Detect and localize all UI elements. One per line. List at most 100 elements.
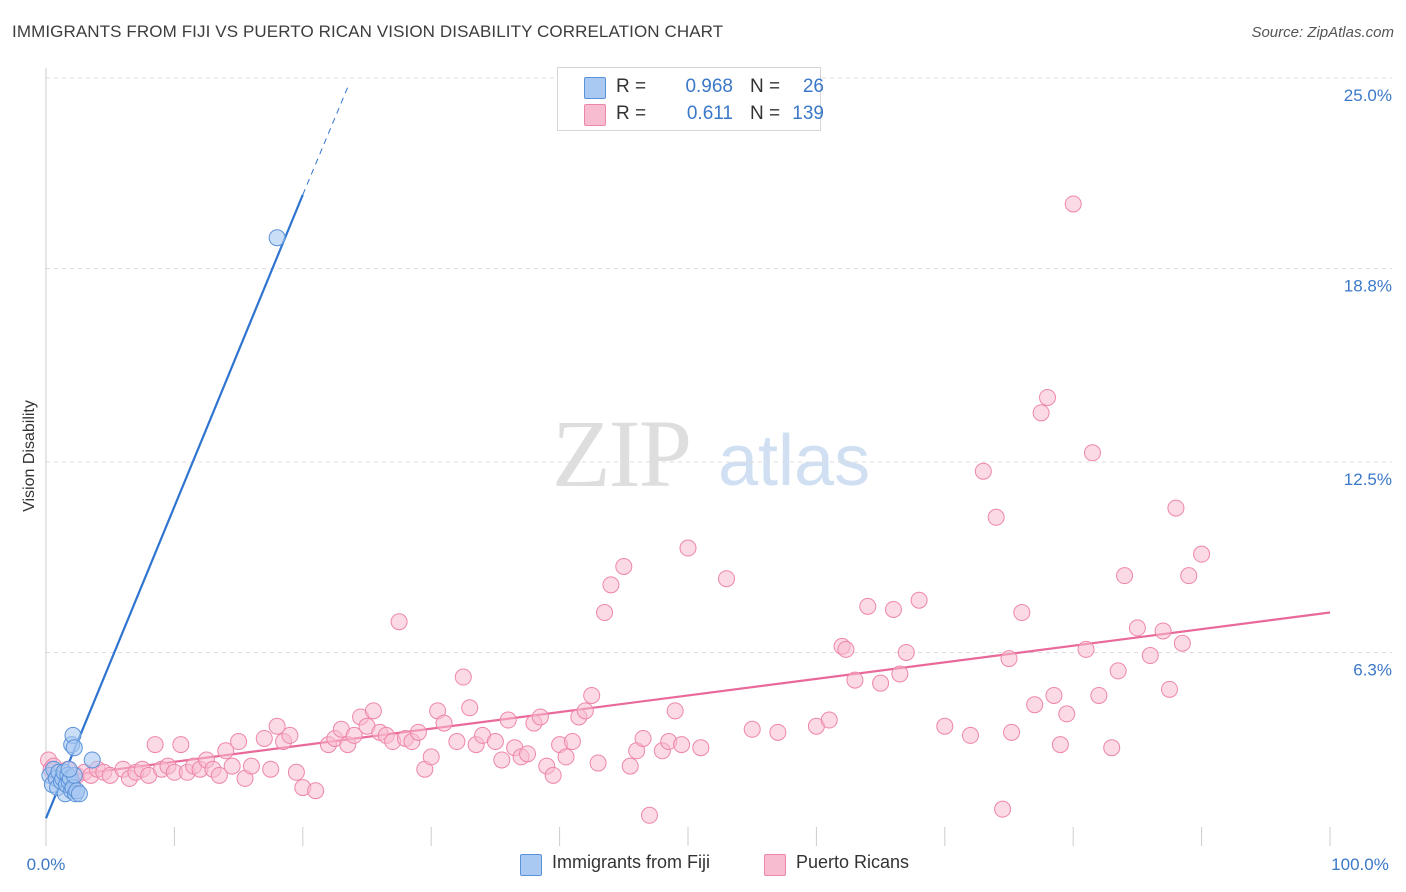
puerto-ricans-point (891, 665, 909, 683)
puerto-ricans-point (692, 739, 710, 757)
puerto-ricans-point (1128, 619, 1146, 637)
puerto-ricans-point (640, 806, 658, 824)
puerto-ricans-point (1058, 705, 1076, 723)
y-axis-title: Vision Disability (21, 400, 38, 512)
puerto-ricans-point (1051, 736, 1069, 754)
puerto-ricans-point (884, 600, 902, 618)
puerto-ricans-point (743, 720, 761, 738)
puerto-ricans-point (1013, 604, 1031, 622)
puerto-ricans-point (454, 668, 472, 686)
puerto-ricans-point (255, 729, 273, 747)
puerto-ricans-point (1064, 195, 1082, 213)
puerto-ricans-point (936, 717, 954, 735)
puerto-ricans-point (1045, 686, 1063, 704)
fiji-legend-swatch (520, 854, 542, 876)
puerto-ricans-point (210, 766, 228, 784)
fiji-point (83, 751, 101, 769)
puerto-ricans-point (1173, 634, 1191, 652)
y-tick-label: 18.8% (1344, 276, 1392, 295)
puerto-ricans-point (146, 736, 164, 754)
puerto-ricans-point (859, 597, 877, 615)
fiji-legend-label: Immigrants from Fiji (552, 852, 711, 872)
watermark-atlas: atlas (718, 421, 871, 501)
puerto-ricans-point (461, 699, 479, 717)
x-tick-label: 100.0% (1331, 855, 1389, 874)
trend-lines (44, 87, 1331, 819)
puerto-ricans-point (673, 736, 691, 754)
puerto-ricans-point (1167, 499, 1185, 517)
puerto-ricans-point (1032, 404, 1050, 422)
puerto-ricans-point (262, 760, 280, 778)
puerto-ricans-point (287, 763, 305, 781)
puerto-ricans-point (307, 782, 325, 800)
puerto-ricans-point (974, 462, 992, 480)
puerto-ricans-point (1116, 567, 1134, 585)
puerto-ricans-point (1103, 739, 1121, 757)
puerto-ricans-point (1193, 545, 1211, 563)
puerto-ricans-point (1141, 647, 1159, 665)
puerto-ricans-points (40, 195, 1211, 824)
puerto-ricans-point (172, 736, 190, 754)
legend-r-label: R = (616, 103, 647, 124)
puerto-ricans-point (493, 751, 511, 769)
puerto-ricans-point (557, 748, 575, 766)
puerto-ricans-point (820, 711, 838, 729)
puerto-ricans-point (1090, 686, 1108, 704)
puerto-ricans-point (544, 766, 562, 784)
watermark-zip: ZIP (552, 400, 692, 507)
y-tick-label: 6.3% (1353, 660, 1392, 679)
puerto-ricans-point (994, 800, 1012, 818)
puerto-ricans-point (872, 674, 890, 692)
puerto-ricans-point (1003, 723, 1021, 741)
fiji-point (65, 739, 83, 757)
x-tick-label: 0.0% (27, 855, 66, 874)
puerto-ricans-point (223, 757, 241, 775)
puerto-ricans-point (769, 723, 787, 741)
puerto-ricans-point (987, 508, 1005, 526)
legend-n-label: N = (750, 76, 781, 97)
source-label[interactable]: Source: ZipAtlas.com (1251, 24, 1394, 41)
puerto-ricans-point (1180, 567, 1198, 585)
puerto-ricans-point (589, 754, 607, 772)
fiji-point (268, 229, 286, 247)
puerto-ricans-point (448, 733, 466, 751)
legend-r-label: R = (616, 76, 647, 97)
puerto-ricans-point (486, 733, 504, 751)
puerto-ricans-point (666, 702, 684, 720)
y-tick-label: 25.0% (1344, 86, 1392, 105)
puerto-ricans-point (268, 717, 286, 735)
puerto-ricans-point (1161, 680, 1178, 698)
puerto-ricans-point (1000, 650, 1018, 668)
puerto-ricans-point (576, 702, 594, 720)
puerto-ricans-point (583, 686, 601, 704)
puerto-ricans-point (846, 671, 864, 689)
puerto-ricans-point (531, 708, 549, 726)
puerto-ricans-swatch (584, 104, 606, 126)
legend-n-value: 139 (792, 103, 824, 124)
puerto-ricans-point (621, 757, 639, 775)
puerto-ricans-point (596, 604, 614, 622)
correlation-legend: R = 0.968 N = 26 R = 0.611 N = 139 (557, 67, 824, 131)
puerto-ricans-point (217, 742, 235, 760)
puerto-ricans-point (1039, 388, 1057, 406)
puerto-ricans-point (837, 640, 855, 658)
puerto-ricans-point (519, 745, 536, 763)
puerto-ricans-point (409, 723, 427, 741)
legend-n-label: N = (750, 103, 781, 124)
puerto-ricans-point (602, 576, 620, 594)
legend-r-value: 0.611 (686, 103, 733, 124)
puerto-ricans-point (634, 729, 652, 747)
puerto-ricans-point (897, 643, 915, 661)
puerto-ricans-point (1154, 622, 1172, 640)
puerto-ricans-trend-line (45, 611, 1331, 780)
fiji-swatch (584, 77, 606, 99)
gridlines (46, 77, 1392, 653)
y-tick-label: 12.5% (1344, 470, 1392, 489)
puerto-ricans-point (281, 726, 299, 744)
puerto-ricans-point (435, 714, 453, 732)
puerto-ricans-point (615, 557, 633, 575)
puerto-ricans-point (499, 711, 517, 729)
chart-title: IMMIGRANTS FROM FIJI VS PUERTO RICAN VIS… (12, 22, 724, 41)
fiji-trend-line (44, 194, 304, 819)
